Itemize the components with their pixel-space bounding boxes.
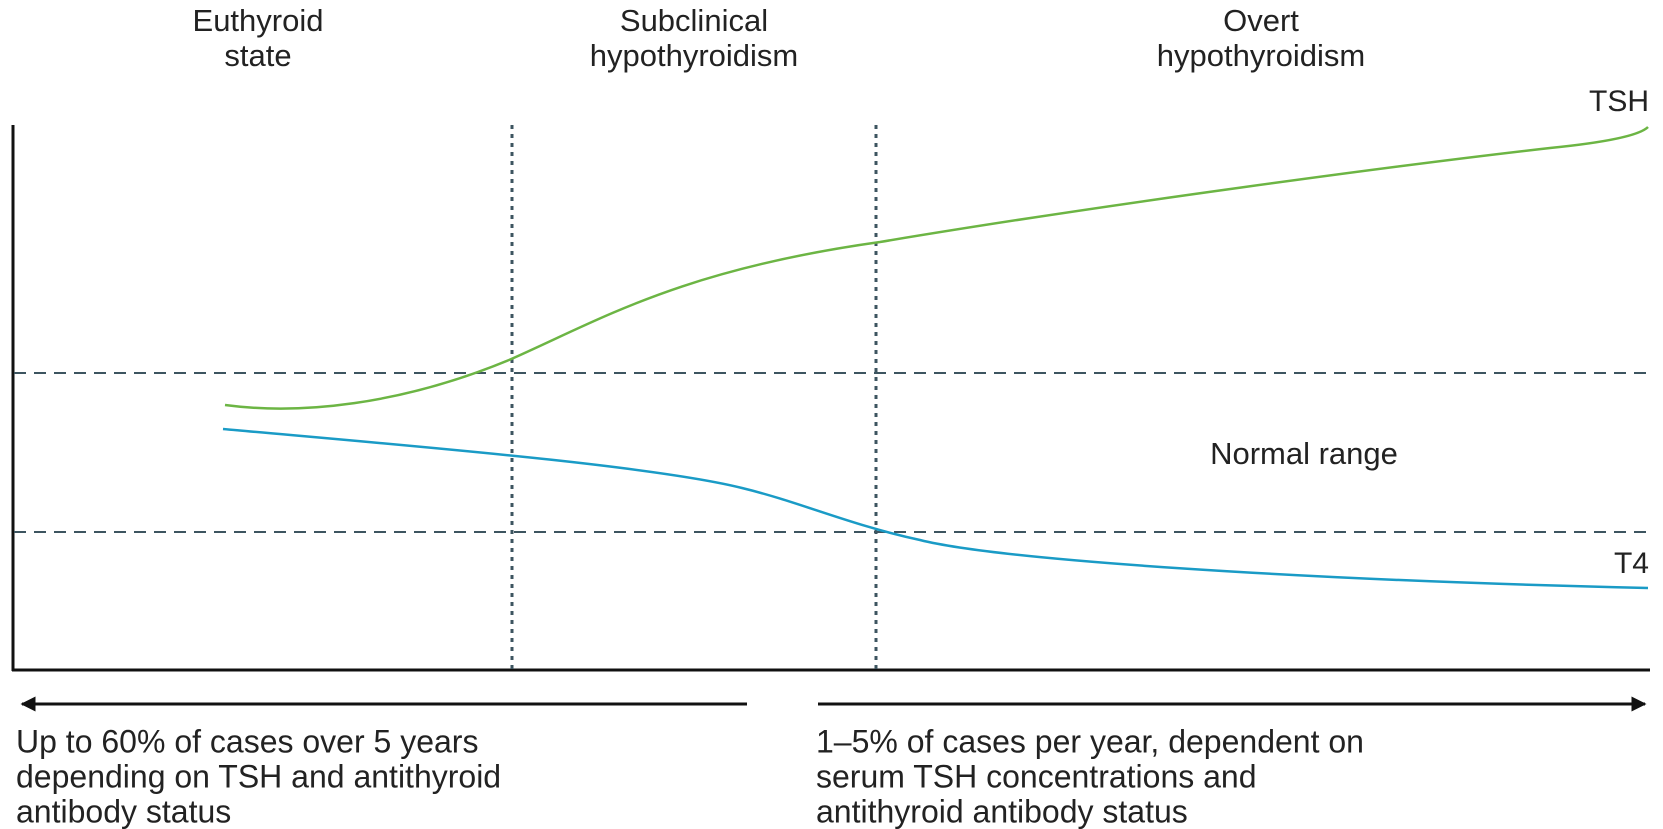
stage-label: Subclinical — [620, 3, 768, 38]
stage-label: Euthyroid — [193, 3, 324, 38]
tsh-label: TSH — [1589, 85, 1649, 118]
normal-range-label: Normal range — [1210, 436, 1398, 471]
note-line: serum TSH concentrations and — [816, 758, 1257, 794]
note-line: Up to 60% of cases over 5 years — [16, 723, 478, 759]
stage-label: hypothyroidism — [1157, 38, 1365, 73]
stage-label: hypothyroidism — [590, 38, 798, 73]
t4-label: T4 — [1614, 547, 1649, 580]
stage-label: state — [224, 38, 291, 73]
note-line: 1–5% of cases per year, dependent on — [816, 723, 1364, 759]
note-line: antithyroid antibody status — [816, 793, 1188, 829]
tsh-curve — [224, 126, 1649, 410]
stage-label: Overt — [1223, 3, 1299, 38]
note-line: antibody status — [16, 793, 231, 829]
t4-curve — [222, 427, 1649, 590]
note-line: depending on TSH and antithyroid — [16, 758, 501, 794]
